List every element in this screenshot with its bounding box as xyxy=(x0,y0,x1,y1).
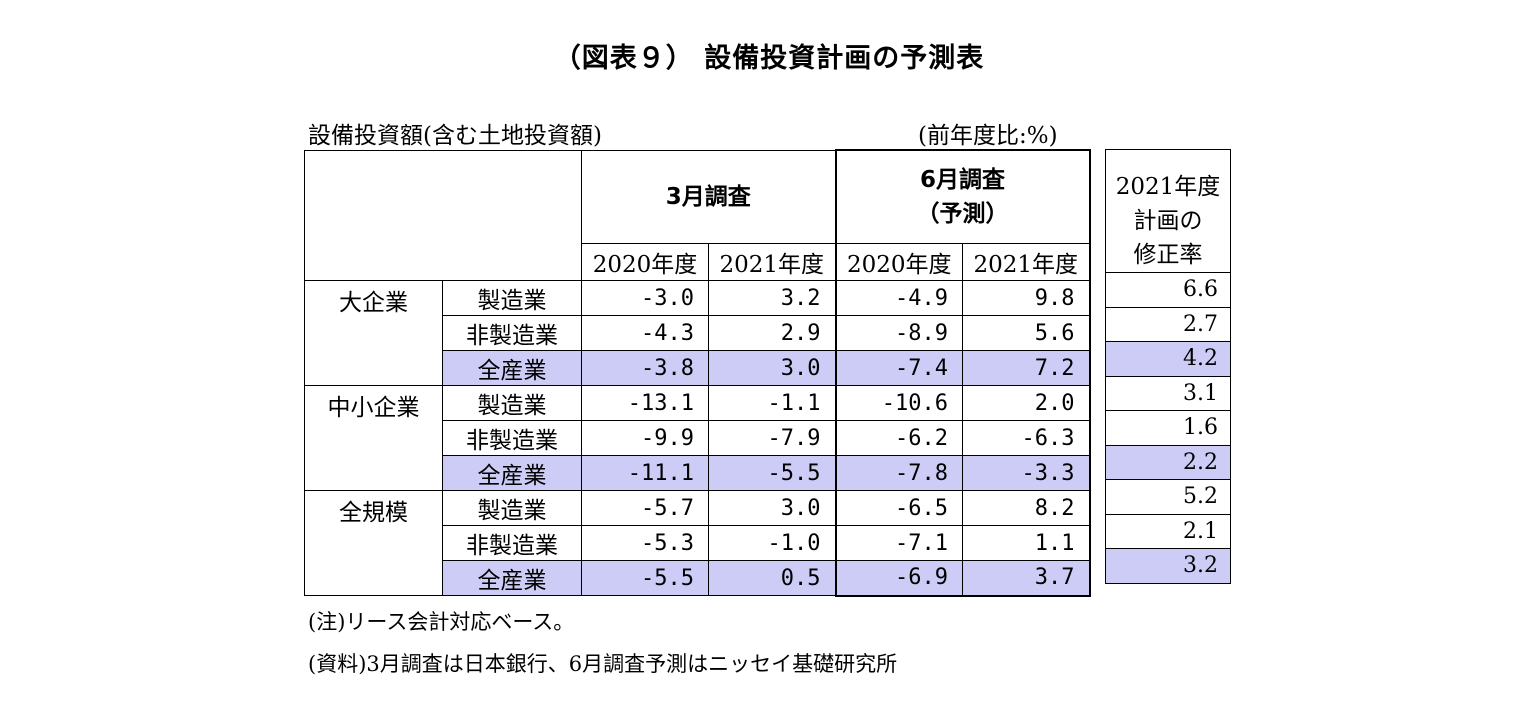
value-cell: 1.1 xyxy=(962,525,1091,561)
revision-cell: 3.1 xyxy=(1105,375,1231,411)
revision-row: 1.6 xyxy=(1105,410,1231,446)
june-survey-header: 6月調査 （予測） xyxy=(834,149,1091,244)
value-cell: -8.9 xyxy=(834,315,963,351)
value-cell: -3.0 xyxy=(581,280,709,316)
table-row: 大企業 製造業 -3.0 3.2 -4.9 9.8 xyxy=(304,280,1091,386)
value-cell: -5.7 xyxy=(581,490,709,526)
industry-label: 非製造業 xyxy=(442,420,582,456)
year-header: 2021年度 xyxy=(962,243,1091,281)
value-cell: -7.4 xyxy=(834,350,963,386)
revision-cell: 2.2 xyxy=(1105,444,1231,480)
table-row: 中小企業 製造業 -13.1 -1.1 -10.6 2.0 xyxy=(304,385,1091,491)
value-cell: -1.0 xyxy=(708,525,836,561)
march-survey-label: 3月調査 xyxy=(665,183,751,210)
industry-label: 非製造業 xyxy=(442,315,582,351)
value-cell: 0.5 xyxy=(708,560,836,596)
revision-row: 3.2 xyxy=(1105,548,1231,584)
value-cell: -1.1 xyxy=(708,385,836,421)
value-cell: 2.9 xyxy=(708,315,836,351)
value-cell: 9.8 xyxy=(962,280,1091,316)
unit-label: (前年度比:%) xyxy=(918,123,1058,149)
revision-header-line: 2021年度 xyxy=(1115,174,1221,200)
value-cell: -6.5 xyxy=(834,490,963,526)
value-cell: -6.2 xyxy=(834,420,963,456)
revision-row: 4.2 xyxy=(1105,341,1231,377)
value-cell: -5.5 xyxy=(708,455,836,491)
value-cell: -7.9 xyxy=(708,420,836,456)
revision-row: 3.1 xyxy=(1105,375,1231,411)
revision-row: 2.2 xyxy=(1105,444,1231,480)
value-cell: 3.2 xyxy=(708,280,836,316)
table-row: 全産業 -3.8 3.0 -7.4 7.2 xyxy=(305,350,1091,386)
value-cell: -3.8 xyxy=(581,350,709,386)
value-cell: -9.9 xyxy=(581,420,709,456)
june-forecast-label: （予測） xyxy=(916,201,1009,227)
value-cell: -5.3 xyxy=(581,525,709,561)
revision-cell: 2.7 xyxy=(1105,306,1231,342)
revision-row: 6.6 xyxy=(1105,272,1231,308)
revision-cell: 3.2 xyxy=(1105,548,1231,584)
value-cell: -4.9 xyxy=(834,280,963,316)
industry-label: 全産業 xyxy=(442,350,582,386)
value-cell: -10.6 xyxy=(834,385,963,421)
industry-label: 製造業 xyxy=(442,490,582,526)
value-cell: -3.3 xyxy=(962,455,1091,491)
value-cell: 7.2 xyxy=(962,350,1091,386)
value-cell: -13.1 xyxy=(581,385,709,421)
revision-cell: 2.1 xyxy=(1105,513,1231,549)
table-row: 全産業 -5.5 0.5 -6.9 3.7 xyxy=(305,560,1091,597)
table-row: 全規模 製造業 -5.7 3.0 -6.5 8.2 xyxy=(304,490,1091,596)
value-cell: -11.1 xyxy=(581,455,709,491)
revision-header: 2021年度 計画の 修正率 xyxy=(1105,149,1231,273)
industry-label: 全産業 xyxy=(442,560,582,596)
value-cell: -5.5 xyxy=(581,560,709,596)
revision-cell: 5.2 xyxy=(1105,479,1231,515)
size-group-label: 大企業 xyxy=(304,280,443,386)
june-survey-label: 6月調査 xyxy=(919,167,1005,193)
march-survey-header: 3月調査 xyxy=(581,149,836,244)
value-cell: 8.2 xyxy=(962,490,1091,526)
revision-cell: 6.6 xyxy=(1105,272,1231,308)
corner-cell xyxy=(304,149,582,281)
value-cell: 2.0 xyxy=(962,385,1091,421)
year-header: 2020年度 xyxy=(581,243,709,281)
revision-row: 5.2 xyxy=(1105,479,1231,515)
revision-header-line: 計画の xyxy=(1133,208,1203,234)
size-group-label: 全規模 xyxy=(304,490,443,596)
value-cell: -7.1 xyxy=(834,525,963,561)
industry-label: 製造業 xyxy=(442,385,582,421)
industry-label: 全産業 xyxy=(442,455,582,491)
year-header: 2020年度 xyxy=(834,243,963,281)
footnote: (注)リース会計対応ベース。 xyxy=(308,610,575,634)
size-group-label: 中小企業 xyxy=(304,385,443,491)
value-cell: -6.3 xyxy=(962,420,1091,456)
value-cell: 5.6 xyxy=(962,315,1091,351)
forecast-table: 3月調査 6月調査 （予測） 2020年度 2021年度 2020年度 2021… xyxy=(304,149,1091,597)
value-cell: -7.8 xyxy=(834,455,963,491)
table-row: 全産業 -11.1 -5.5 -7.8 -3.3 xyxy=(305,455,1091,491)
figure-title: （図表９） 設備投資計画の予測表 xyxy=(553,43,985,74)
industry-label: 非製造業 xyxy=(442,525,582,561)
revision-row: 2.7 xyxy=(1105,306,1231,342)
revision-header-line: 修正率 xyxy=(1133,242,1203,268)
revision-cell: 4.2 xyxy=(1105,341,1231,377)
value-cell: 3.7 xyxy=(962,560,1091,597)
value-cell: 3.0 xyxy=(708,350,836,386)
table-row: 非製造業 -9.9 -7.9 -6.2 -6.3 xyxy=(305,420,1091,456)
revision-row: 2.1 xyxy=(1105,513,1231,549)
value-cell: 3.0 xyxy=(708,490,836,526)
table-caption: 設備投資額(含む土地投資額) xyxy=(308,123,602,149)
source-note: (資料)3月調査は日本銀行、6月調査予測はニッセイ基礎研究所 xyxy=(308,652,898,676)
revision-cell: 1.6 xyxy=(1105,410,1231,446)
year-header: 2021年度 xyxy=(708,243,836,281)
industry-label: 製造業 xyxy=(442,280,582,316)
value-cell: -6.9 xyxy=(834,560,963,597)
revision-table: 2021年度 計画の 修正率 6.6 2.7 4.2 3.1 1.6 2.2 5.2 2.1 3… xyxy=(1105,149,1231,584)
value-cell: -4.3 xyxy=(581,315,709,351)
